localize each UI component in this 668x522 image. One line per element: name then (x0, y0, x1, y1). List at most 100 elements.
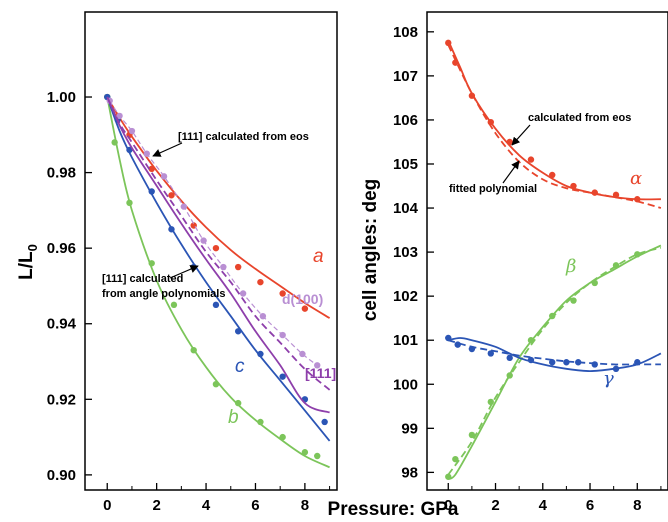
annotation-arrow-poly (169, 265, 199, 279)
annotation-arrow-eos (152, 142, 183, 157)
series-label-d100: d(100) (282, 291, 323, 307)
left-x-tick-label: 0 (103, 497, 111, 514)
right-series-0-point (591, 189, 598, 196)
left-series-1-fit-line (106, 96, 330, 469)
right-y-tick-label: 107 (393, 68, 418, 85)
left-series-3-point (160, 173, 168, 180)
left-series-3-point (143, 150, 150, 157)
series-label-111: [111] (305, 365, 336, 381)
left-y-tick-label: 0.90 (47, 467, 76, 484)
left-series-0-point (301, 305, 309, 312)
right-y-tick-label: 101 (393, 332, 418, 349)
left-x-tick-label: 2 (152, 497, 160, 514)
right-series-1-point (591, 279, 598, 287)
left-series-1-point (301, 449, 309, 456)
right-series-1-point (445, 473, 452, 480)
left-series-1-point (257, 418, 264, 426)
left-series-1-point (111, 139, 118, 146)
series-label-b: b (228, 407, 239, 428)
right-y-tick-label: 104 (393, 200, 419, 217)
left-series-2-point (168, 226, 175, 233)
left-series-0-point (257, 278, 264, 286)
right-series-2-point (454, 341, 461, 348)
right-series-2-point (468, 345, 476, 353)
left-series-1-point (314, 452, 321, 460)
right-series-0-point (549, 171, 556, 179)
left-series-1-point (126, 199, 133, 207)
right-y-tick-label: 103 (393, 244, 418, 261)
right-y-tick-label: 99 (401, 420, 418, 437)
annotation-arrow-calc-eos (511, 124, 531, 146)
left-series-3-point (200, 237, 207, 244)
left-series-2-point (148, 188, 155, 195)
right-series-2-point (445, 334, 452, 342)
right-series-2-point (506, 354, 513, 362)
right-y-tick-label: 102 (393, 288, 418, 305)
right-series-1-point (570, 297, 577, 304)
left-series-3-point (116, 112, 123, 120)
series-label-beta: β (565, 256, 576, 277)
right-series-1-point (612, 262, 620, 269)
right-series-1-point (634, 251, 641, 258)
annotation-111-eos: [111] calculated from eos (178, 131, 309, 143)
right-series-2-fit-line (448, 337, 662, 373)
right-x-tick-label: 4 (539, 497, 548, 514)
series-label-c: c (235, 356, 245, 377)
left-x-tick-label: 8 (301, 497, 309, 514)
left-y-axis-label-subscript: 0 (25, 244, 40, 251)
left-series-1-point (190, 346, 197, 354)
left-series-1-point (170, 301, 178, 309)
left-series-0-point (148, 165, 155, 173)
right-series-0-point (506, 138, 513, 146)
left-series-1-point (279, 433, 286, 441)
right-y-tick-label: 98 (401, 464, 418, 481)
left-series-1-point (148, 260, 155, 267)
right-ticks: 0 2 4 6 8 108 107 106 105 104 103 102 101 100 99 98 (393, 24, 662, 514)
left-series-0-point (212, 244, 220, 252)
series-label-alpha: α (630, 168, 642, 189)
left-series-0-point (279, 290, 286, 297)
right-y-tick-label: 108 (393, 24, 418, 41)
left-series-3-point (259, 312, 267, 320)
left-series-3-point (220, 263, 227, 271)
right-y-axis-label: cell angles: deg (360, 179, 381, 322)
left-y-tick-label: 0.98 (47, 165, 76, 182)
right-plot-frame (426, 11, 668, 491)
left-y-tick-label: 0.94 (47, 316, 77, 333)
right-series-1-point (468, 431, 476, 439)
right-series-2-point (591, 361, 598, 368)
left-series-0-point (234, 263, 242, 271)
right-series-1-fit-line (447, 244, 662, 480)
right-series-2-point (549, 359, 556, 366)
annotation-calculated-from-eos: calculated from eos (528, 112, 631, 124)
right-series-0-point (487, 118, 494, 126)
right-panel: 0 2 4 6 8 108 107 106 105 104 103 102 101 100 99 98 cel… (360, 11, 668, 514)
left-series-3-point (128, 127, 136, 135)
left-panel: 0 2 4 6 8 1.00 0.98 0.96 0.94 0.92 0.90 L/L0 a b c… (16, 11, 338, 514)
right-series-0-point (527, 156, 535, 163)
right-series-2-point (527, 356, 535, 364)
left-y-tick-label: 0.92 (47, 391, 76, 408)
left-x-tick-label: 4 (202, 497, 211, 514)
left-series-3-point (180, 203, 188, 210)
left-x-tick-label: 6 (251, 497, 259, 514)
x-axis-label: Pressure: GPa (328, 499, 459, 520)
left-series-4-dashed-line (106, 96, 331, 391)
right-series (445, 39, 662, 480)
left-plot-frame (84, 11, 338, 491)
right-x-tick-label: 8 (633, 497, 641, 514)
right-series-0-point (570, 182, 577, 190)
right-series-0-dashed-line (447, 44, 662, 209)
series-label-a: a (313, 246, 324, 267)
left-y-axis-label: L/L0 (16, 244, 40, 280)
left-series-2-point (212, 301, 220, 309)
left-series-2-point (321, 418, 328, 426)
right-series-1-point (527, 337, 535, 344)
right-series-0-fit-line (447, 40, 661, 201)
left-series-3-point (279, 331, 286, 339)
annotation-fitted-polynomial: fitted polynomial (449, 183, 537, 195)
right-series-0-point (468, 92, 476, 99)
right-series-2-point (612, 365, 620, 373)
left-series-4-fit-line (106, 96, 330, 414)
right-series-0-point (634, 196, 641, 203)
